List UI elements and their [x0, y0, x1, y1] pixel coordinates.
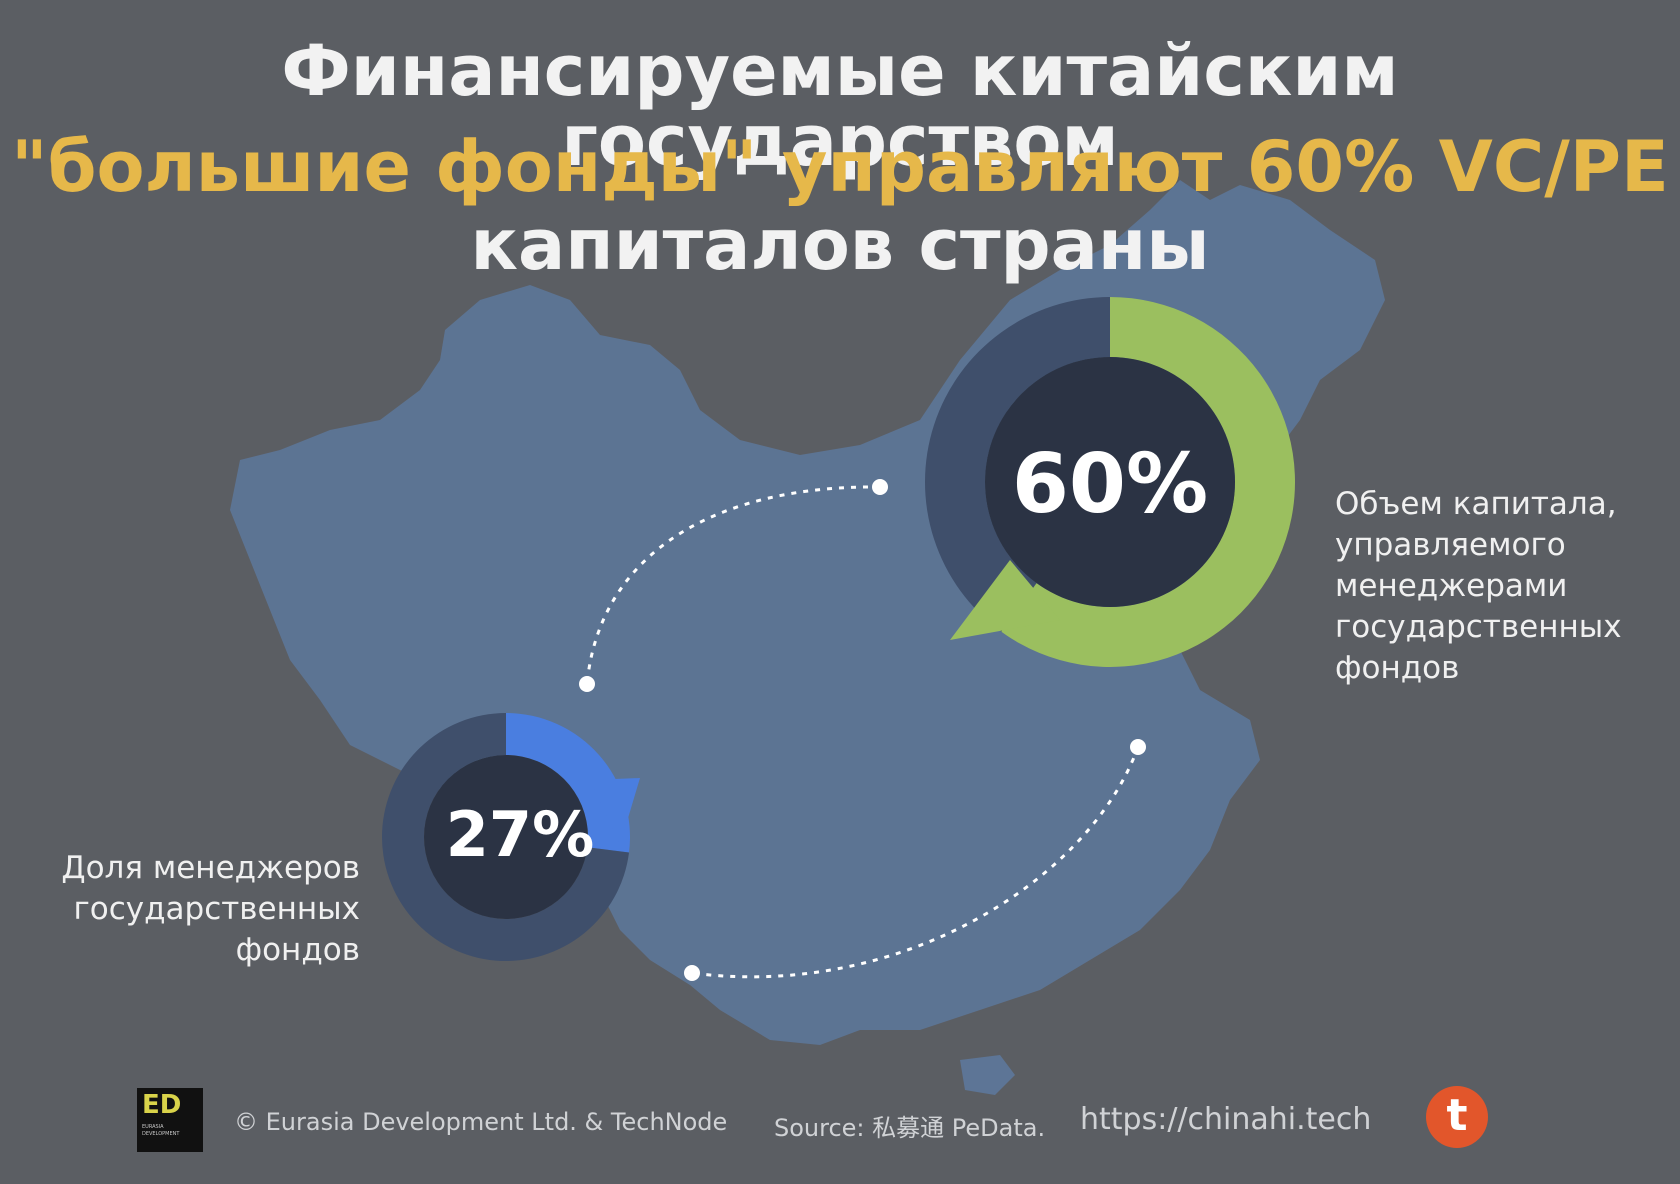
donut-tail	[590, 778, 640, 845]
label-line: Объем капитала,	[1335, 486, 1617, 522]
title-line-2: "большие фонды" управляют 60% VC/PE	[11, 126, 1669, 208]
donut-center	[985, 357, 1235, 607]
eurasia-development-logo: ED EURASIA DEVELOPMENT	[137, 1088, 203, 1152]
value-label-60: 60%	[1011, 437, 1209, 532]
connector-dot	[872, 479, 888, 495]
donut-slice-0	[1001, 297, 1295, 667]
technode-logo: t	[1426, 1086, 1488, 1148]
donut-center	[424, 755, 588, 919]
donut-chart-27	[381, 713, 640, 961]
hainan-island-shape	[960, 1055, 1015, 1095]
donut-slice-1	[381, 713, 630, 961]
connector-dot	[684, 965, 700, 981]
website-link[interactable]: https://chinahi.tech	[1080, 1102, 1372, 1137]
value-label-27: 27%	[445, 798, 595, 871]
ed-logo-mark: ED	[142, 1090, 182, 1120]
donut-slice-0	[506, 713, 630, 853]
label-state-fund-capital: Объем капитала, управляемого менеджерами…	[1335, 484, 1665, 689]
label-line: фондов	[1335, 650, 1460, 686]
label-line: Доля менеджеров	[61, 850, 360, 886]
connector-dot	[579, 676, 595, 692]
label-line: государственных	[73, 891, 360, 927]
connector-dot	[1130, 739, 1146, 755]
connector-curve-top	[585, 485, 881, 685]
title-line-1: Финансируемые китайским государством	[281, 30, 1399, 182]
label-state-fund-managers: Доля менеджеров государственных фондов	[10, 848, 360, 971]
label-line: управляемого	[1335, 527, 1566, 563]
label-line: государственных	[1335, 609, 1622, 645]
data-source: Source: 私募通 PeData.	[774, 1114, 1046, 1142]
connector-curve-bottom	[691, 746, 1140, 979]
ed-logo-subtitle: EURASIA DEVELOPMENT	[142, 1124, 180, 1137]
title-line-3: капиталов страны	[470, 204, 1210, 286]
donut-tail	[950, 560, 1060, 640]
donut-slice-1	[925, 297, 1110, 632]
label-line: фондов	[235, 932, 360, 968]
donut-chart-60	[925, 297, 1295, 667]
label-line: менеджерами	[1335, 568, 1568, 604]
copyright-credit: © Eurasia Development Ltd. & TechNode	[234, 1108, 728, 1136]
